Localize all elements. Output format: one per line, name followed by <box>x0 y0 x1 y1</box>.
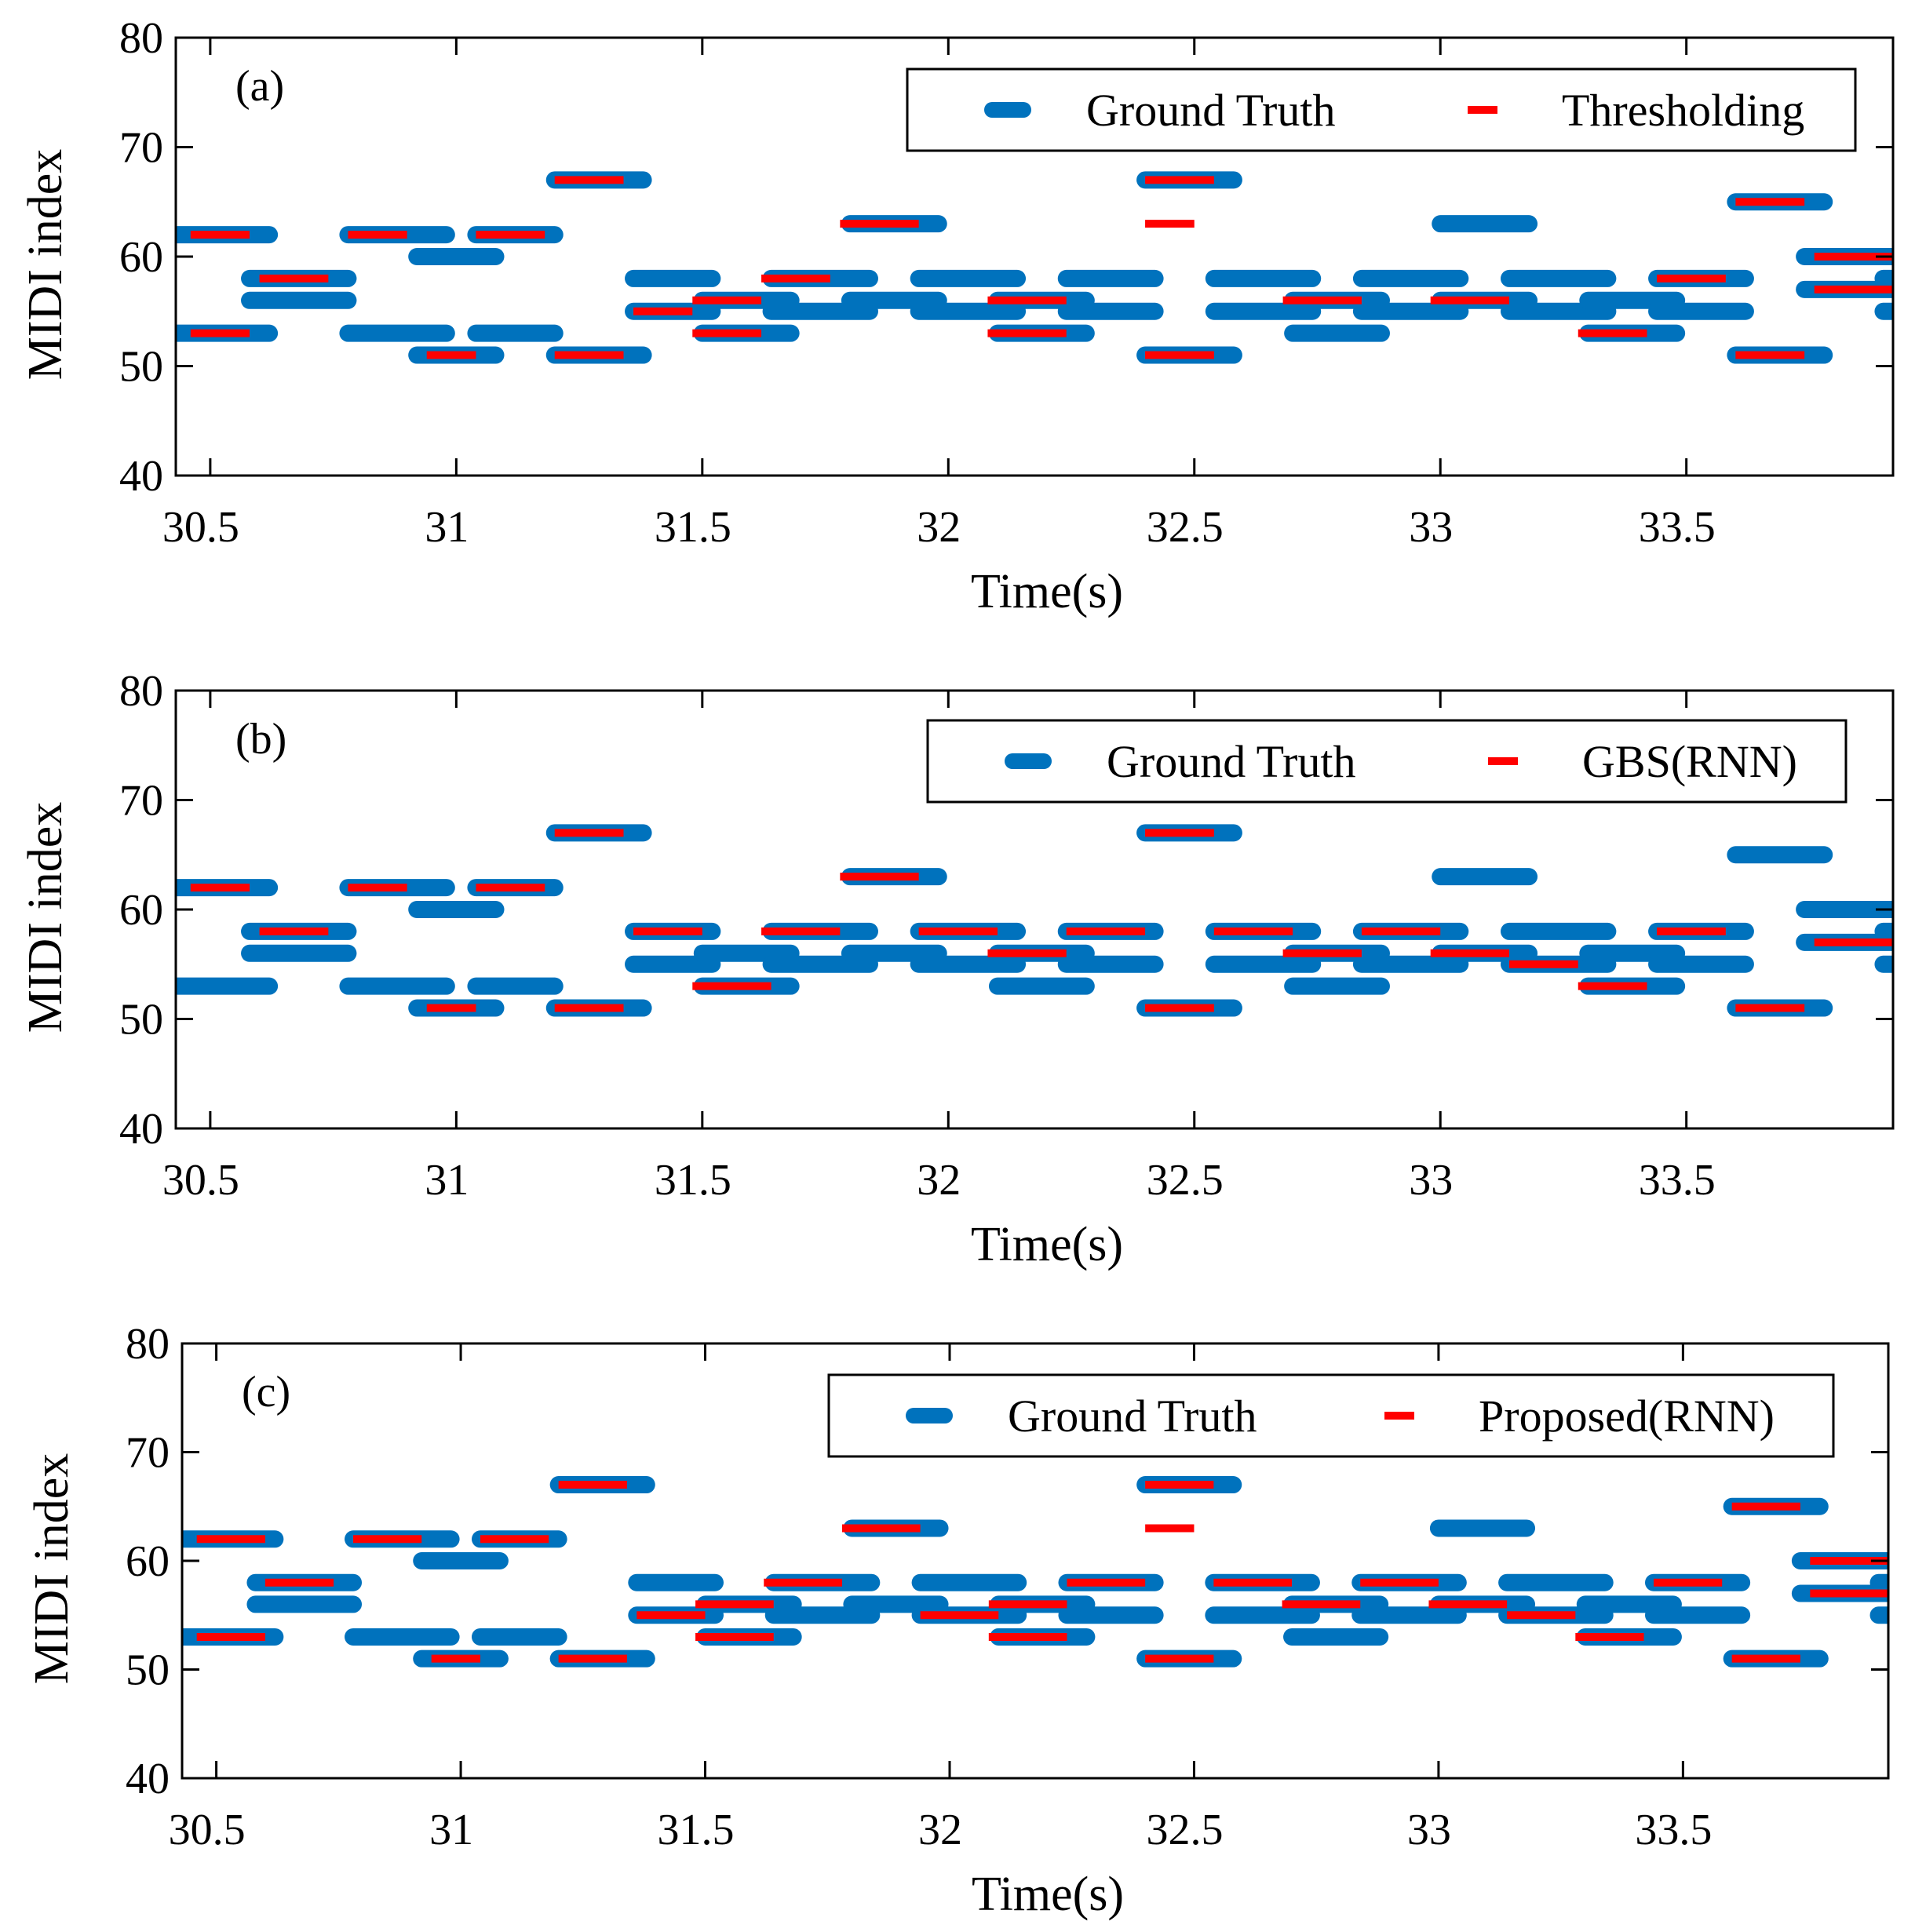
x-tick-label: 30.5 <box>169 1806 246 1854</box>
x-tick-label: 32 <box>918 1806 962 1854</box>
plot-area <box>182 1476 1888 1668</box>
legend-label-ground-truth: Ground Truth <box>1008 1391 1257 1442</box>
legend-box <box>827 1373 1835 1458</box>
series-ground-truth <box>176 171 1893 364</box>
chart-panel-b: 30.5 31 31.5 32 32.5 33 33.5 40 50 60 70 80 Time(s) M… <box>19 667 1895 1271</box>
series-estimate <box>190 176 1893 359</box>
legend: Ground Truth Thresholding <box>906 67 1857 152</box>
y-tick-label: 70 <box>119 124 163 173</box>
legend-box <box>926 719 1848 804</box>
plot-area <box>176 171 1893 364</box>
x-tick-label: 33 <box>1407 1806 1451 1854</box>
x-tick-label: 30.5 <box>162 1156 239 1205</box>
y-tick-label: 70 <box>119 777 163 826</box>
chart-panel-a: 30.5 31 31.5 32 32.5 33 33.5 40 50 60 70 80 Time(s) M… <box>19 14 1895 618</box>
y-tick-label: 60 <box>126 1537 170 1586</box>
y-tick-label: 80 <box>119 667 163 716</box>
x-tick-label: 31.5 <box>655 1156 731 1205</box>
x-tick-label: 31.5 <box>658 1806 735 1854</box>
legend: Ground Truth Proposed(RNN) <box>827 1373 1835 1458</box>
plot-area <box>176 824 1893 1017</box>
legend: Ground Truth GBS(RNN) <box>926 719 1848 804</box>
x-tick-label: 32 <box>917 503 961 552</box>
y-tick-label: 80 <box>126 1320 170 1369</box>
x-tick-label: 33.5 <box>1639 503 1716 552</box>
panel-label: (b) <box>235 715 286 764</box>
x-tick-label: 33.5 <box>1639 1156 1716 1205</box>
y-tick-label: 60 <box>119 886 163 935</box>
legend-box <box>906 67 1857 152</box>
x-tick-label: 32.5 <box>1147 503 1224 552</box>
y-axis-title: MIDI index <box>19 802 72 1033</box>
x-tick-label: 31 <box>425 1156 469 1205</box>
y-tick-label: 40 <box>119 1105 163 1154</box>
x-axis-title: Time(s) <box>971 1218 1123 1271</box>
x-tick-label: 33.5 <box>1635 1806 1712 1854</box>
x-tick-label: 32 <box>917 1156 961 1205</box>
y-tick-label: 50 <box>119 996 163 1044</box>
x-tick-label: 30.5 <box>162 503 239 552</box>
series-ground-truth <box>182 1476 1888 1668</box>
x-tick-label: 33 <box>1409 1156 1453 1205</box>
y-axis-title: MIDI index <box>19 149 72 380</box>
y-tick-label: 40 <box>119 452 163 501</box>
x-tick-label: 31.5 <box>655 503 731 552</box>
legend-label-estimate: GBS(RNN) <box>1582 736 1797 787</box>
y-tick-label: 80 <box>119 14 163 63</box>
y-tick-label: 60 <box>119 233 163 282</box>
panel-label: (a) <box>235 62 284 111</box>
series-estimate <box>190 829 1893 1012</box>
y-tick-label: 40 <box>126 1755 170 1803</box>
series-ground-truth <box>176 824 1893 1017</box>
x-axis-title: Time(s) <box>972 1868 1124 1921</box>
x-tick-label: 31 <box>429 1806 473 1854</box>
panel-label: (c) <box>242 1368 290 1416</box>
chart-panel-c: 30.5 31 31.5 32 32.5 33 33.5 40 50 60 70 80 Time(s) M… <box>25 1320 1890 1921</box>
x-tick-label: 32.5 <box>1146 1806 1223 1854</box>
y-tick-label: 50 <box>119 343 163 392</box>
x-axis-title: Time(s) <box>971 565 1123 618</box>
y-tick-label: 70 <box>126 1429 170 1478</box>
series-estimate <box>196 1481 1888 1663</box>
x-tick-label: 32.5 <box>1147 1156 1224 1205</box>
legend-label-ground-truth: Ground Truth <box>1107 736 1355 787</box>
y-tick-label: 50 <box>126 1646 170 1695</box>
x-tick-label: 31 <box>425 503 469 552</box>
legend-label-ground-truth: Ground Truth <box>1086 85 1335 136</box>
x-tick-label: 33 <box>1409 503 1453 552</box>
legend-label-estimate: Thresholding <box>1562 85 1804 136</box>
y-axis-title: MIDI index <box>25 1453 78 1684</box>
legend-label-estimate: Proposed(RNN) <box>1479 1391 1775 1442</box>
